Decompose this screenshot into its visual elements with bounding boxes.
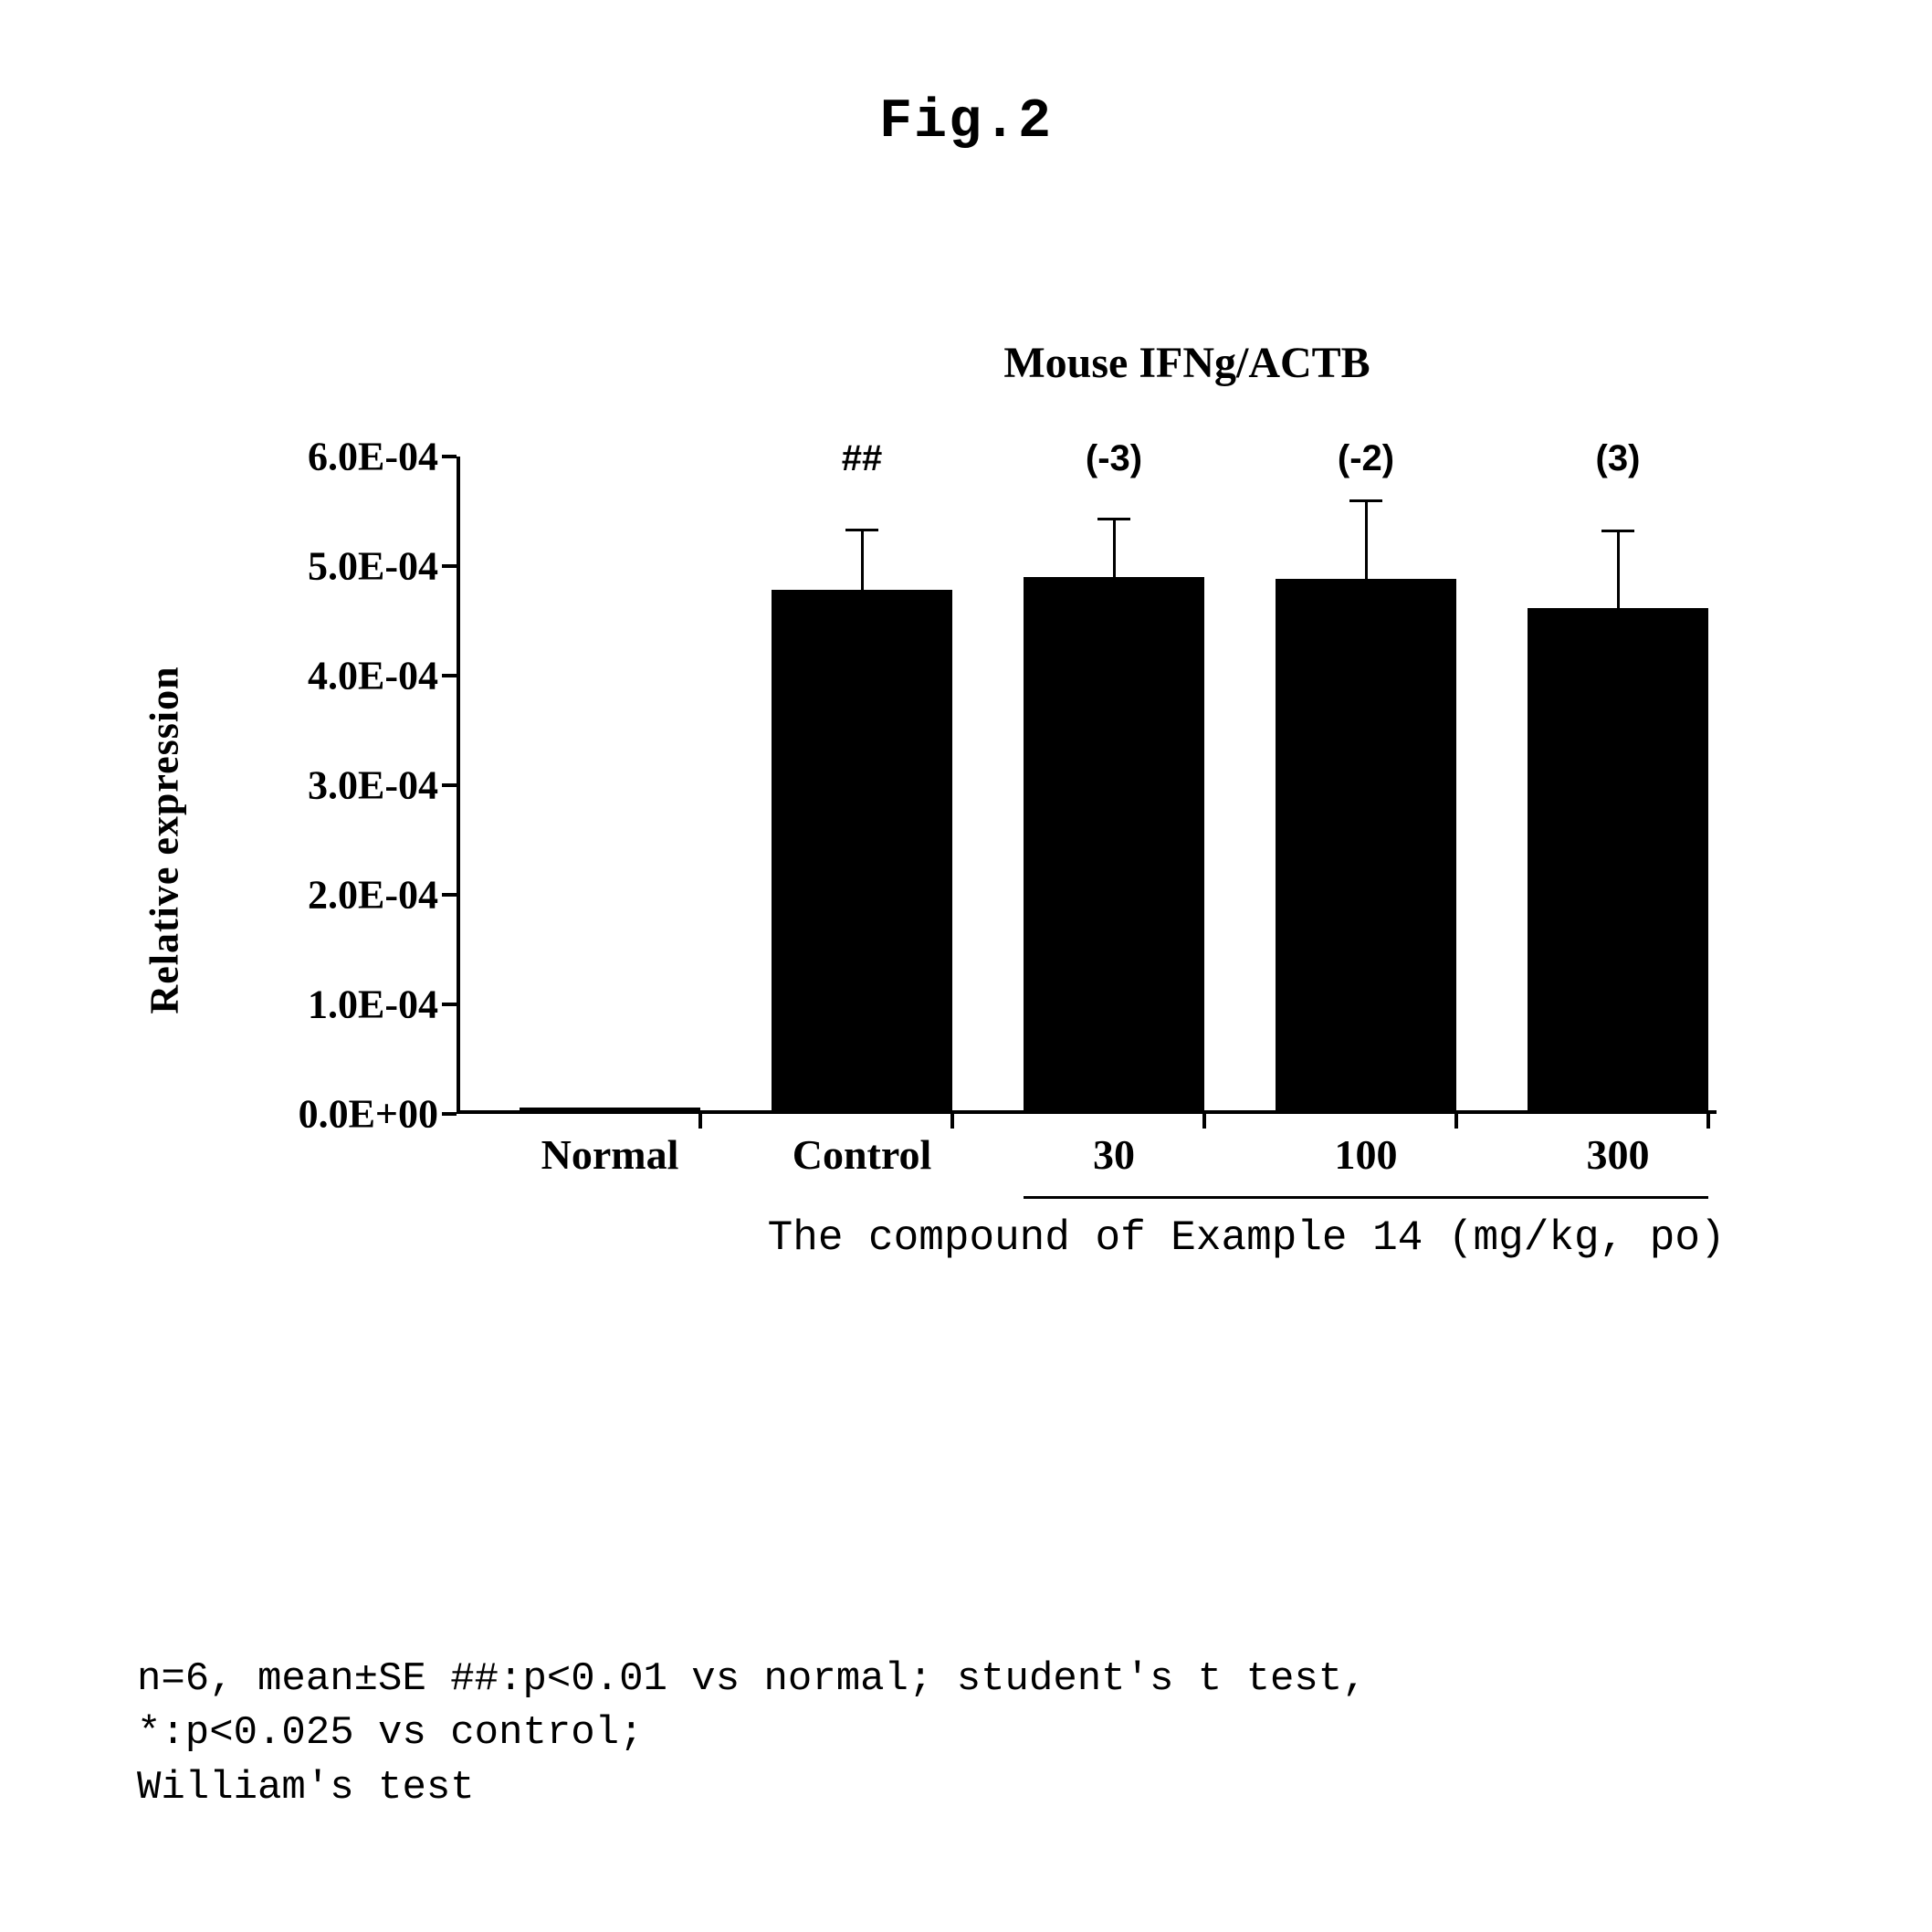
bar-annotation-d300: (3) (1596, 438, 1641, 479)
footnote-block: n=6, mean±SE ##:p<0.01 vs normal; studen… (137, 1653, 1367, 1815)
ytick-label: 4.0E-04 (201, 653, 438, 699)
xtick-mark (950, 1114, 954, 1129)
bar-d300 (1528, 608, 1709, 1114)
bar-annotation-d100: (-2) (1338, 438, 1394, 479)
xtick-label-d300: 300 (1587, 1130, 1650, 1179)
bar-normal (520, 1108, 701, 1114)
y-axis-line (457, 457, 460, 1114)
bar-d100 (1276, 579, 1457, 1114)
xtick-label-d100: 100 (1335, 1130, 1398, 1179)
errorbar-cap-d100 (1349, 499, 1382, 502)
bar-control (772, 590, 953, 1114)
plot-region: 0.0E+001.0E-042.0E-043.0E-044.0E-045.0E-… (457, 457, 1717, 1114)
xtick-mark (698, 1114, 702, 1129)
figure-title: Fig.2 (0, 91, 1932, 153)
errorbar-cap-control (845, 529, 878, 531)
xtick-label-d30: 30 (1093, 1130, 1135, 1179)
xtick-label-normal: Normal (541, 1130, 679, 1179)
ytick-mark (442, 455, 457, 458)
bar-annotation-d30: (-3) (1086, 438, 1142, 479)
ytick-mark (442, 1112, 457, 1116)
bar-d30 (1024, 577, 1205, 1114)
ytick-mark (442, 893, 457, 897)
dose-group-rule (1024, 1196, 1709, 1199)
y-axis-label: Relative expression (142, 666, 188, 1013)
ytick-label: 0.0E+00 (201, 1091, 438, 1138)
errorbar-d100 (1365, 500, 1368, 579)
chart-title: Mouse IFNg/ACTB (639, 338, 1735, 388)
ytick-label: 5.0E-04 (201, 543, 438, 590)
errorbar-d30 (1113, 519, 1116, 577)
xtick-label-control: Control (793, 1130, 932, 1179)
ytick-mark (442, 674, 457, 677)
xtick-mark (1706, 1114, 1710, 1129)
ytick-label: 1.0E-04 (201, 982, 438, 1028)
bar-annotation-control: ## (842, 438, 883, 479)
ytick-label: 2.0E-04 (201, 872, 438, 919)
xtick-mark (1454, 1114, 1458, 1129)
dose-group-caption: The compound of Example 14 (mg/kg, po) (768, 1214, 1726, 1262)
errorbar-cap-d300 (1601, 530, 1634, 532)
errorbar-control (861, 530, 864, 590)
errorbar-cap-d30 (1097, 518, 1130, 520)
xtick-mark (1202, 1114, 1206, 1129)
ytick-mark (442, 564, 457, 568)
ytick-mark (442, 783, 457, 787)
ytick-mark (442, 1003, 457, 1006)
ytick-label: 6.0E-04 (201, 434, 438, 480)
ytick-label: 3.0E-04 (201, 762, 438, 809)
errorbar-d300 (1617, 531, 1620, 608)
chart-area: Relative expression 0.0E+001.0E-042.0E-0… (183, 429, 1735, 1251)
